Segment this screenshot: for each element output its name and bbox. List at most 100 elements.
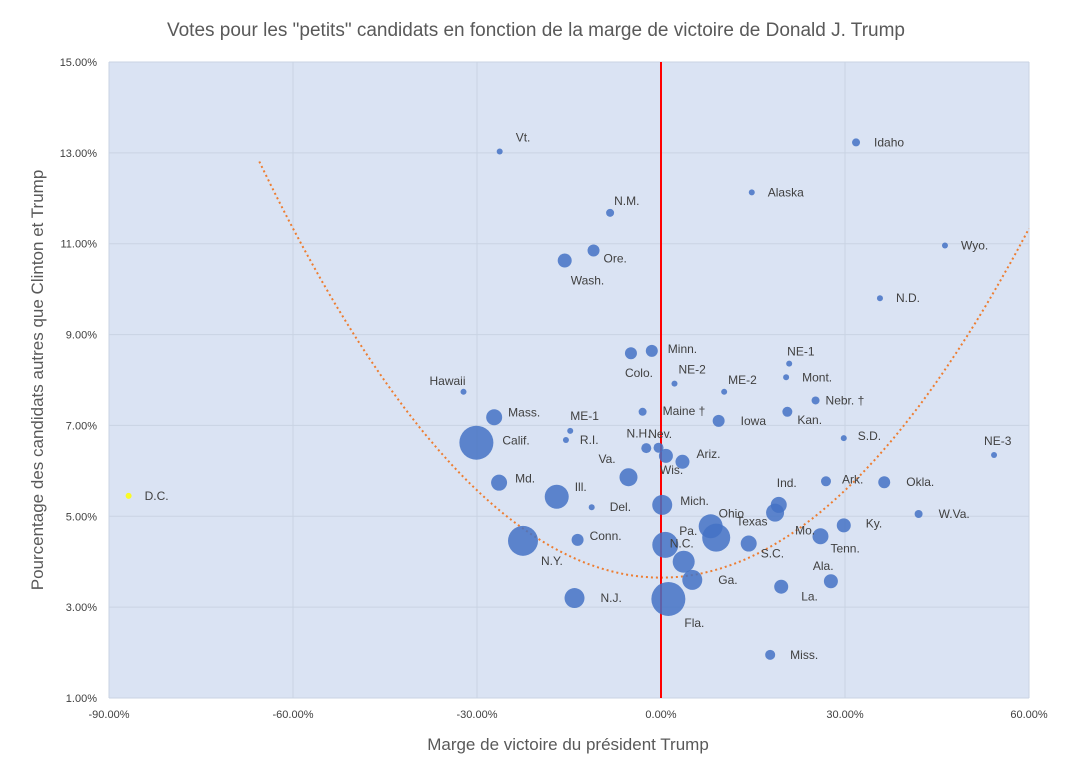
point-label: Colo.	[625, 366, 653, 380]
point-label: Idaho	[874, 135, 904, 149]
trendline-path	[258, 161, 1030, 579]
point-label: Va.	[598, 452, 615, 466]
point-label: NE-1	[787, 345, 815, 359]
point-label: Minn.	[668, 342, 697, 356]
data-point	[783, 374, 790, 381]
point-label: Ill.	[575, 480, 587, 494]
y-tick-label: 15.00%	[60, 57, 98, 69]
data-point	[702, 523, 731, 552]
point-label: NE-2	[678, 363, 706, 377]
data-point	[652, 531, 679, 558]
point-label: ME-2	[728, 373, 757, 387]
point-label: R.I.	[580, 433, 599, 447]
x-tick-label: 0.00%	[645, 709, 676, 721]
point-label: N.M.	[614, 194, 639, 208]
point-label: N.H.	[627, 427, 651, 441]
data-point	[619, 468, 638, 487]
point-label: Hawaii	[430, 374, 466, 388]
point-label: Maine †	[663, 404, 706, 418]
point-label: Ore.	[604, 252, 627, 266]
data-point	[712, 414, 725, 427]
point-label: Ky.	[866, 516, 882, 530]
data-point	[651, 581, 686, 616]
point-label: Vt.	[516, 130, 531, 144]
data-point	[765, 649, 776, 660]
data-point	[914, 510, 923, 519]
point-label: S.D.	[858, 429, 881, 443]
point-label: W.Va.	[939, 507, 970, 521]
point-label: Mass.	[508, 405, 540, 419]
data-point	[812, 528, 829, 545]
data-point	[721, 388, 728, 395]
point-label: Del.	[610, 500, 631, 514]
data-point	[544, 484, 569, 509]
data-point	[638, 407, 647, 416]
data-point	[836, 518, 851, 533]
point-label: Fla.	[684, 616, 704, 630]
point-label: Ind.	[777, 476, 797, 490]
x-tick-label: 30.00%	[826, 709, 864, 721]
data-point	[557, 253, 572, 268]
point-label: N.C.	[670, 537, 694, 551]
data-point	[459, 425, 494, 460]
data-point	[562, 436, 569, 443]
data-point	[645, 344, 658, 357]
point-label: Wis.	[660, 463, 683, 477]
x-axis-title: Marge de victoire du président Trump	[427, 735, 709, 754]
y-tick-label: 3.00%	[66, 602, 97, 614]
data-point	[125, 492, 132, 499]
y-tick-label: 9.00%	[66, 330, 97, 342]
data-point	[624, 347, 637, 360]
data-point	[748, 189, 755, 196]
point-label: NE-3	[984, 434, 1012, 448]
data-point	[486, 409, 503, 426]
point-label: Conn.	[590, 529, 622, 543]
point-label: Ariz.	[696, 447, 720, 461]
data-point	[587, 244, 600, 257]
data-point	[840, 435, 847, 442]
data-point	[567, 427, 574, 434]
point-label: D.C.	[145, 489, 169, 503]
data-point	[606, 208, 615, 217]
data-point	[774, 579, 789, 594]
data-point	[653, 442, 664, 453]
point-label: ME-1	[570, 409, 599, 423]
data-point	[496, 148, 503, 155]
x-axis-ticks: -90.00% -60.00% -30.00% 0.00% 30.00% 60.00%	[89, 709, 1048, 721]
point-label: N.D.	[896, 291, 920, 305]
data-point	[652, 494, 673, 515]
point-label: Mont.	[802, 370, 832, 384]
data-point	[658, 448, 673, 463]
data-point	[786, 360, 793, 367]
data-point	[852, 138, 861, 147]
point-label: Nev.	[648, 427, 672, 441]
point-label: Miss.	[790, 648, 818, 662]
data-point	[740, 535, 757, 552]
trendline	[258, 161, 1030, 579]
data-point	[782, 406, 793, 417]
chart-title: Votes pour les "petits" candidats en fon…	[167, 20, 905, 41]
y-axis-title: Pourcentage des candidats autres que Cli…	[28, 170, 47, 591]
point-label: Texas	[736, 515, 767, 529]
data-point	[491, 474, 508, 491]
point-label: Okla.	[906, 475, 934, 489]
y-tick-label: 7.00%	[66, 420, 97, 432]
data-point	[820, 476, 831, 487]
y-tick-label: 11.00%	[61, 239, 98, 251]
data-point	[672, 550, 695, 573]
data-point	[641, 443, 652, 454]
data-point	[682, 569, 703, 590]
y-tick-label: 13.00%	[60, 148, 98, 160]
data-point	[675, 454, 690, 469]
point-labels: Vt. Idaho Alaska N.M. Wyo. Ore. Wash. N.D. Minn.…	[145, 130, 1012, 661]
x-tick-label: -30.00%	[457, 709, 498, 721]
x-tick-label: 60.00%	[1010, 709, 1048, 721]
point-label: Mo.	[795, 524, 815, 538]
point-label: Mich.	[680, 494, 709, 508]
data-points	[125, 138, 998, 660]
data-point	[811, 396, 820, 405]
point-label: Ohio	[719, 506, 745, 520]
data-point	[991, 451, 998, 458]
data-point	[588, 504, 595, 511]
